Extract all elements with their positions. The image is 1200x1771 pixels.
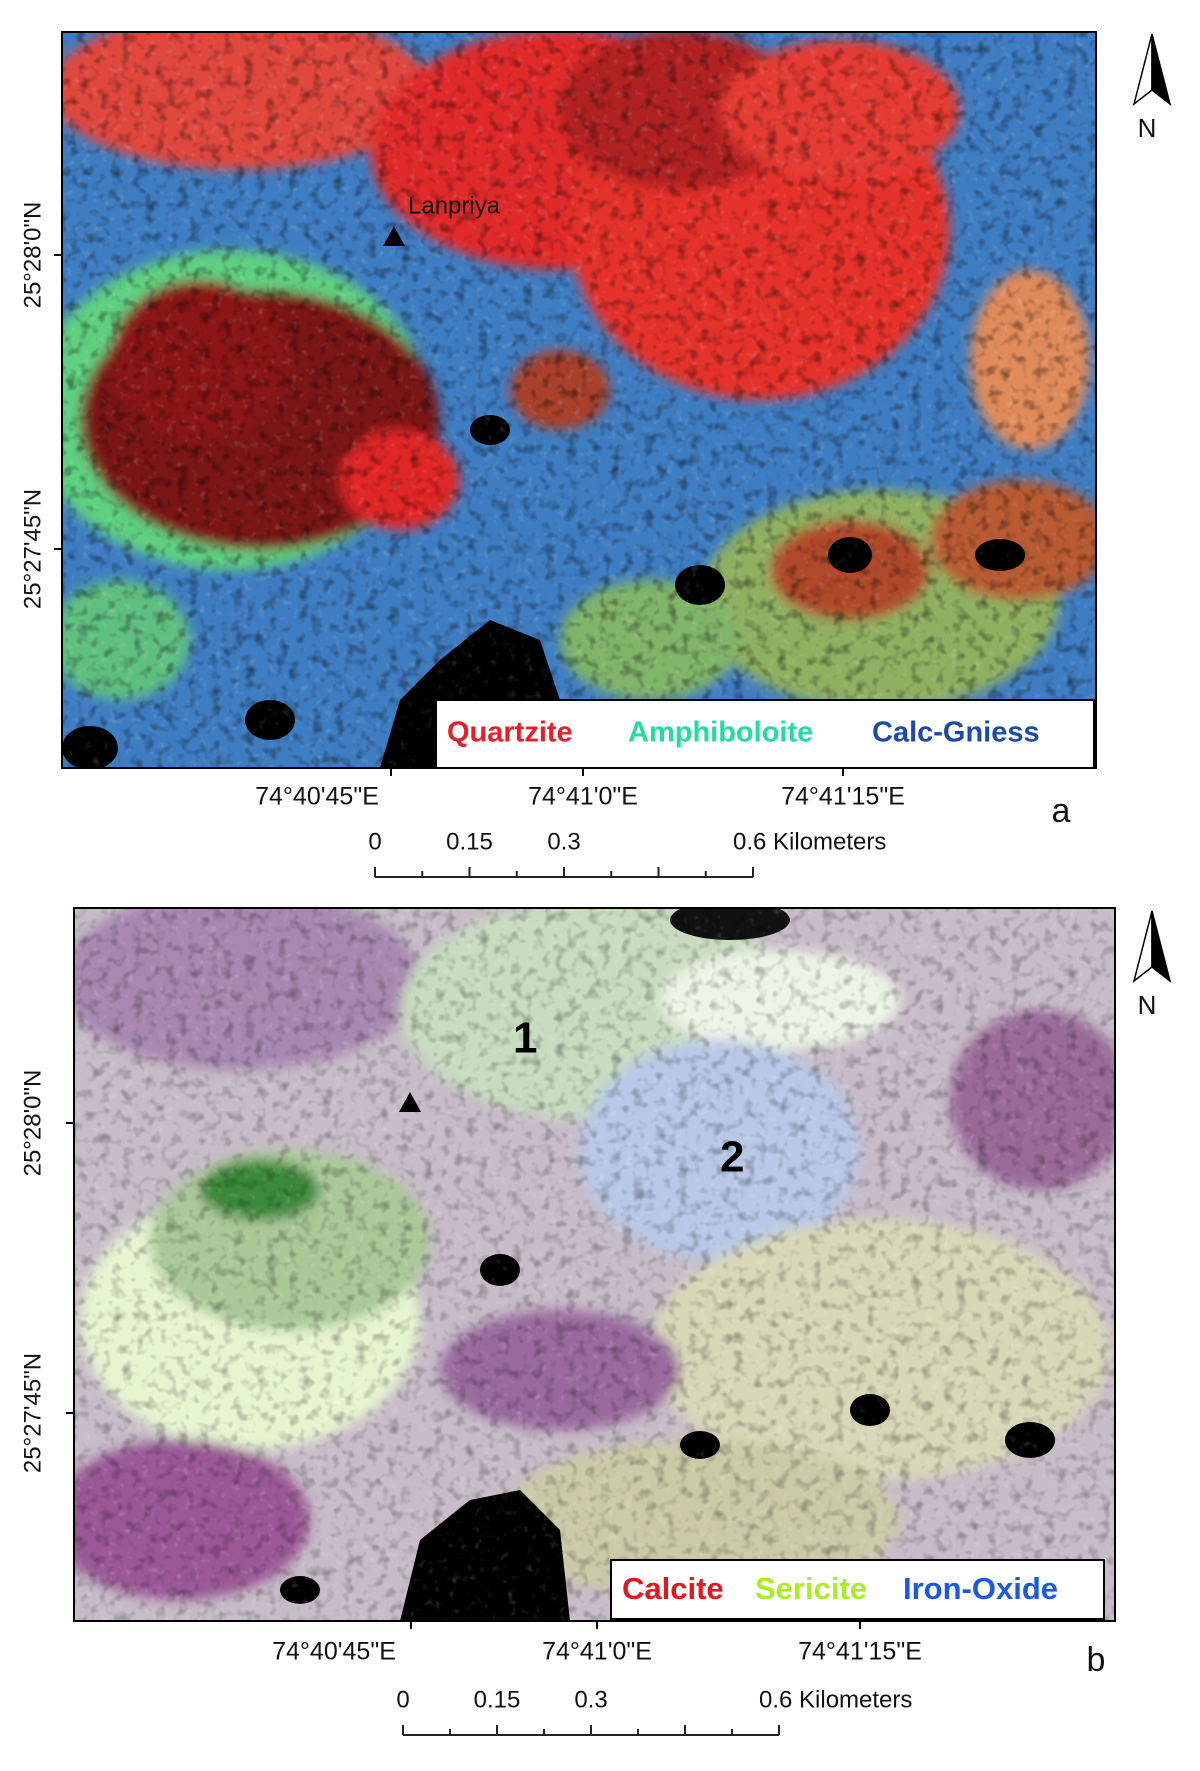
legend-entry: Calcite [622, 1571, 724, 1606]
lon-label: 74°40'45"E [272, 1638, 396, 1666]
legend-box [610, 1559, 1105, 1620]
scale-label: 0.3 [574, 1686, 607, 1713]
lat-label: 25°27'45"N [19, 1353, 46, 1473]
location-marker [383, 226, 405, 246]
lon-label: 74°41'15"E [798, 1638, 922, 1666]
legend-entry: Sericite [755, 1571, 867, 1606]
map-frame [73, 907, 1116, 1622]
north-label: N [1138, 113, 1157, 143]
map-image-a [62, 32, 1096, 768]
north-arrow [1132, 910, 1153, 983]
north-arrow [1132, 33, 1153, 106]
lat-label: 25°27'45"N [19, 489, 46, 609]
lon-label: 74°41'15"E [781, 783, 905, 811]
legend-entry: Iron-Oxide [903, 1571, 1058, 1606]
location-marker [399, 1092, 421, 1112]
north-label: N [1138, 990, 1157, 1020]
lat-label: 25°28'0"N [19, 202, 46, 309]
scale-label: 0 [368, 828, 381, 855]
scale-label: 0.15 [474, 1686, 521, 1713]
lat-label: 25°28'0"N [19, 1070, 46, 1177]
map-image-b [74, 908, 1115, 1621]
panel-label: b [1087, 1641, 1106, 1679]
lon-label: 74°41'0"E [542, 1638, 652, 1666]
legend-entry: Amphiboloite [628, 717, 813, 749]
scale-label: 0 [396, 1686, 409, 1713]
legend-entry: Calc-Gniess [872, 717, 1040, 749]
panel-label: a [1052, 792, 1071, 830]
legend-box [435, 699, 1095, 769]
scale-label: 0.3 [547, 828, 580, 855]
map-annotation: Lanpriya [408, 192, 501, 219]
legend-entry: Quartzite [447, 717, 573, 749]
map-annotation: 2 [720, 1133, 744, 1182]
scale-label: 0.6 Kilometers [733, 828, 886, 855]
map-annotation: 1 [513, 1014, 537, 1063]
scale-label: 0.15 [446, 828, 493, 855]
north-arrow [1151, 910, 1172, 983]
lon-label: 74°41'0"E [528, 783, 638, 811]
scale-label: 0.6 Kilometers [759, 1686, 912, 1713]
north-arrow [1151, 33, 1172, 106]
lon-label: 74°40'45"E [255, 783, 379, 811]
